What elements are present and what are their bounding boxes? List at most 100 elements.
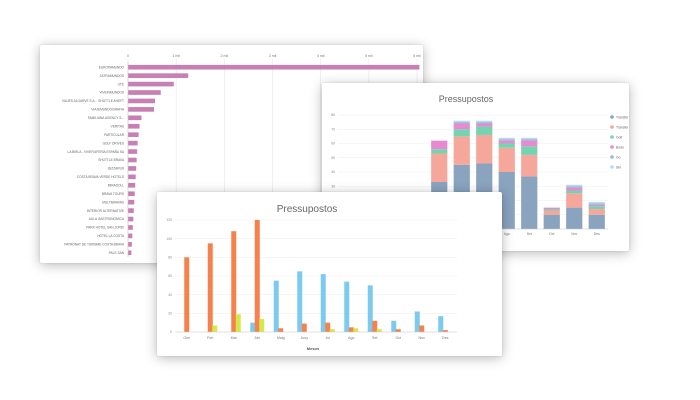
category-label: PARTICULAR (104, 133, 125, 137)
bar (344, 281, 350, 332)
category-label: VIAJEMUNDOGRAFIA (91, 108, 125, 112)
bar (250, 322, 256, 332)
bar-segment (476, 126, 493, 135)
bar (348, 327, 354, 332)
bar (372, 320, 378, 332)
bar (212, 325, 218, 332)
bar (128, 242, 132, 247)
bar (128, 199, 135, 205)
bar-segment (453, 123, 470, 130)
x-tick-label: Ago (504, 232, 510, 236)
bar (128, 250, 132, 256)
legend-label: Bodo (616, 145, 624, 149)
category-label: PARK HOTEL SAN JORDI (86, 226, 124, 230)
y-tick-label: 120 (166, 218, 172, 222)
bar-segment (543, 214, 560, 229)
x-tick-label: 6 mil (413, 54, 421, 58)
bar-segment (543, 209, 560, 211)
x-tick-label: Juny (300, 336, 308, 340)
bar-segment (521, 137, 538, 140)
category-label: PATRONAT DE TURISME COSTA BRAVA (64, 243, 125, 247)
bar-segment (498, 143, 515, 148)
bar (128, 107, 155, 112)
bar (128, 216, 134, 222)
bar-segment (566, 187, 583, 191)
category-label: BIZZARUS (108, 167, 124, 171)
bar-segment (588, 203, 605, 205)
bar-segment (588, 204, 605, 207)
legend-marker (610, 165, 614, 169)
bar (128, 208, 134, 213)
category-label: HOTEL LA COSTA (97, 234, 125, 238)
bar-segment (476, 120, 493, 123)
bar-segment (566, 193, 583, 208)
bar (128, 166, 137, 171)
y-tick-label: 60 (168, 274, 172, 278)
bar (128, 233, 133, 239)
grouped-chart-x-axis-label: Mesos (307, 346, 320, 351)
bar-segment (566, 207, 583, 229)
category-label: EUROPAMUNDO (99, 65, 125, 69)
bar (259, 318, 265, 332)
x-tick-label: 0 (127, 54, 129, 58)
bar-segment (521, 146, 538, 155)
bar (128, 98, 155, 104)
y-tick-label: 50 (331, 156, 335, 160)
bar-segment (476, 134, 493, 164)
legend-marker (610, 125, 614, 129)
bar-segment (566, 186, 583, 188)
bar-segment (566, 184, 583, 187)
bar (320, 274, 326, 332)
legend-label: Go (616, 155, 621, 159)
bar (184, 257, 190, 332)
category-label: MULTIBRAVAS (102, 200, 124, 204)
grouped-bar-chart: Pressupostos Mesos 0 20 40 60 80 100 120 Gen Feb… (166, 204, 457, 351)
bar (128, 64, 420, 70)
category-label: VERITAS (111, 124, 124, 128)
y-tick-label: 0 (170, 330, 172, 334)
bar-segment (453, 120, 470, 123)
x-tick-label: Set (372, 336, 377, 340)
y-tick-label: 70 (331, 127, 335, 131)
category-label: COSTA BRAVA VERDE HOTELS (77, 175, 124, 179)
x-tick-label: Ago (348, 336, 354, 340)
bar (128, 90, 161, 95)
bar (128, 149, 138, 154)
bar (128, 157, 137, 163)
bar-segment (521, 139, 538, 141)
bar (414, 311, 420, 332)
legend-label: Golf (616, 135, 622, 139)
category-label: FAMILIANA AGENCY S... (88, 116, 124, 120)
category-label: GOLF DRIVES (103, 141, 124, 145)
bar-segment (566, 190, 583, 194)
bar (301, 323, 307, 332)
x-tick-label: 5 mil (365, 54, 373, 58)
bar-segment (498, 139, 515, 141)
bar (128, 191, 135, 197)
legend-marker (610, 145, 614, 149)
bar (128, 81, 174, 87)
grouped-chart-title: Pressupostos (277, 204, 338, 215)
bar-segment (521, 154, 538, 177)
category-label: MIRADOLL (108, 184, 125, 188)
bar-segment (476, 122, 493, 124)
y-tick-label: 40 (331, 170, 335, 174)
category-label: BRAVA TOURS (102, 192, 124, 196)
category-label: SHUTTLE BRAVA (98, 158, 125, 162)
y-tick-label: 100 (166, 237, 172, 241)
x-tick-label: Abr (254, 336, 260, 340)
x-tick-label: Gen (183, 336, 190, 340)
bar-segment (521, 140, 538, 147)
y-tick-label: 60 (331, 142, 335, 146)
bar (419, 325, 425, 332)
bar-segment (431, 149, 448, 154)
y-tick-label: 80 (331, 113, 335, 117)
bar (273, 280, 279, 332)
bar (391, 320, 397, 332)
bar (128, 132, 139, 138)
category-label: VIAJES ALGARVE S.A. - SHUTTLE AHEFT (62, 99, 124, 103)
bar-segment (498, 137, 515, 140)
bar (297, 271, 303, 332)
bar (128, 123, 140, 129)
bar (128, 182, 136, 188)
